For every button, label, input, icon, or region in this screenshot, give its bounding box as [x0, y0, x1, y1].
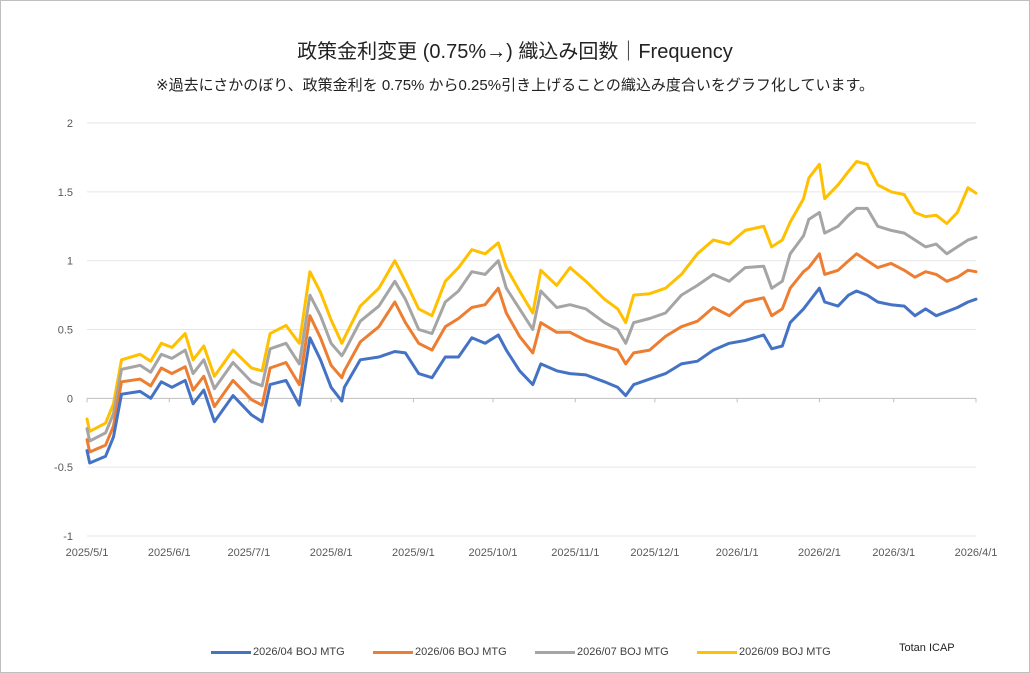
legend-item: 2026/04 BOJ MTG	[211, 646, 373, 658]
x-tick-label: 2025/5/1	[66, 547, 109, 559]
source-credit: Totan ICAP	[899, 642, 955, 654]
x-tick-label: 2026/3/1	[872, 547, 915, 559]
legend-swatch	[211, 650, 251, 654]
series-line-2026-06-boj-mtg	[85, 252, 978, 454]
y-tick-label: -1	[63, 531, 73, 543]
legend-swatch	[373, 650, 413, 654]
legend: 2026/04 BOJ MTG 2026/06 BOJ MTG 2026/07 …	[211, 646, 859, 658]
x-tick-label: 2025/11/1	[551, 547, 599, 559]
chart-title: 政策金利変更 (0.75%→) 織込み回数｜Frequency	[297, 41, 733, 63]
x-tick-label: 2025/6/1	[148, 547, 191, 559]
y-tick-label: 0.5	[58, 325, 73, 337]
series-line-2026-04-boj-mtg	[85, 286, 978, 465]
legend-label: 2026/09 BOJ MTG	[739, 646, 831, 658]
y-tick-label: -0.5	[54, 462, 73, 474]
legend-label: 2026/06 BOJ MTG	[415, 646, 507, 658]
x-tick-label: 2026/4/1	[955, 547, 998, 559]
legend-item: 2026/07 BOJ MTG	[535, 646, 697, 658]
y-tick-label: 0	[67, 393, 73, 405]
y-tick-label: 2	[67, 118, 73, 130]
y-tick-label: 1.5	[58, 187, 73, 199]
x-tick-label: 2025/12/1	[630, 547, 679, 559]
x-tick-label: 2025/10/1	[469, 547, 518, 559]
y-tick-label: 1	[67, 256, 73, 268]
x-tick-label: 2025/8/1	[310, 547, 353, 559]
legend-swatch	[535, 650, 575, 654]
legend-swatch	[697, 650, 737, 654]
series-line-2026-09-boj-mtg	[85, 160, 978, 433]
x-tick-label: 2025/7/1	[227, 547, 270, 559]
legend-item: 2026/06 BOJ MTG	[373, 646, 535, 658]
plot-area: 2 1.5 1 0.5 0 -0.5 -1 2025/5/1 2025/6/1 2025/7/1 2…	[54, 118, 998, 559]
legend-label: 2026/04 BOJ MTG	[253, 646, 345, 658]
x-tick-label: 2026/2/1	[798, 547, 841, 559]
x-tick-label: 2025/9/1	[392, 547, 435, 559]
legend-label: 2026/07 BOJ MTG	[577, 646, 669, 658]
x-tick-label: 2026/1/1	[716, 547, 759, 559]
chart-subtitle: ※過去にさかのぼり、政策金利を 0.75% から0.25%引き上げることの織込み…	[156, 77, 874, 94]
series-line-2026-07-boj-mtg	[85, 206, 978, 443]
legend-item: 2026/09 BOJ MTG	[697, 646, 859, 658]
